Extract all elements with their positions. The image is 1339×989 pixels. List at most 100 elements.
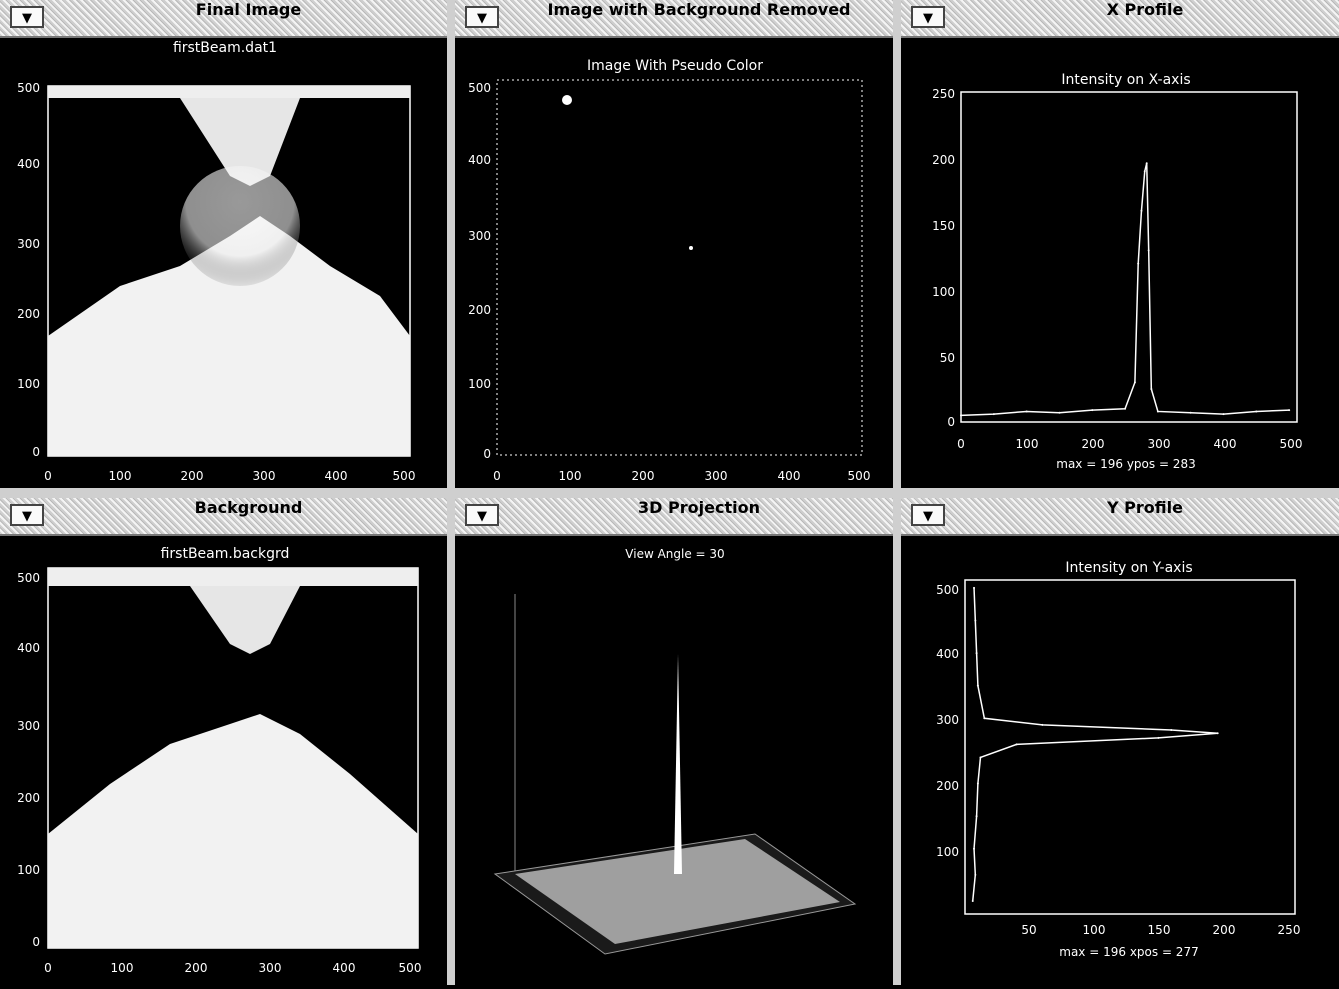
background-titlebar[interactable]: ▼ Background [0,498,447,536]
plot-frame [964,579,1296,915]
y-tick: 150 [932,219,955,233]
y-profile-point [1157,736,1160,739]
final-image-window: ▼ Final Image firstBeam.dat1 0 100 200 3… [0,0,447,488]
x-tick: 500 [848,469,871,483]
window-menu-button[interactable]: ▼ [10,504,44,526]
background-plot: firstBeam.backgrd 0 100 200 300 400 500 … [17,546,421,975]
x-tick: 0 [44,469,52,483]
y-profile-plot: Intensity on Y-axis 50 100 150 200 250 1… [936,560,1300,959]
projection-3d-titlebar[interactable]: ▼ 3D Projection [455,498,893,536]
y-tick: 500 [936,583,959,597]
x-profile-titlebar[interactable]: ▼ X Profile [901,0,1339,38]
window-menu-button[interactable]: ▼ [911,6,945,28]
y-profile-point [973,847,976,850]
y-ticks: 0 100 200 300 400 500 [17,81,40,459]
x-ticks: 50 100 150 200 250 [1021,923,1300,937]
x-tick: 200 [632,469,655,483]
plot-title: Image With Pseudo Color [587,58,763,74]
y-profile-point [971,899,974,902]
window-title: Final Image [195,0,302,19]
bright-region-top [190,586,300,654]
x-profile-point [1058,411,1061,414]
x-tick: 250 [1278,923,1301,937]
bright-region-bottom [48,714,418,948]
y-profile-point [1015,743,1018,746]
y-tick: 400 [936,647,959,661]
y-profile-point [1170,729,1173,732]
y-ticks: 0 100 200 300 400 500 [17,571,40,949]
y-tick: 400 [17,157,40,171]
x-profile-point [1150,388,1153,390]
x-tick: 300 [259,961,282,975]
y-profile-point [976,782,979,785]
horizontal-divider[interactable] [0,488,1339,498]
y-tick: 500 [17,571,40,585]
window-menu-button[interactable]: ▼ [465,6,499,28]
y-profile-point [1216,732,1219,735]
x-tick: 0 [493,469,501,483]
x-tick: 200 [1082,437,1105,451]
y-tick: 200 [17,307,40,321]
y-profile-point [974,873,977,876]
top-band [48,568,418,586]
x-tick: 100 [111,961,134,975]
window-title: Image with Background Removed [547,0,851,19]
x-tick: 50 [1021,923,1036,937]
x-tick: 400 [778,469,801,483]
x-profile-point [960,414,962,417]
y-profile-titlebar[interactable]: ▼ Y Profile [901,498,1339,536]
y-ticks: 0 50 100 150 200 250 [932,87,955,429]
x-tick: 200 [1213,923,1236,937]
x-profile-point [1025,410,1028,413]
y-ticks: 0 100 200 300 400 500 [468,81,491,461]
y-tick: 200 [17,791,40,805]
window-menu-button[interactable]: ▼ [911,504,945,526]
final-image-titlebar[interactable]: ▼ Final Image [0,0,447,38]
x-profile-caption: max = 196 ypos = 283 [1056,457,1195,471]
x-profile-line [960,163,1290,417]
x-tick: 100 [109,469,132,483]
x-tick: 400 [325,469,348,483]
x-profile-point [1143,170,1146,173]
y-tick: 100 [17,863,40,877]
x-ticks: 0 100 200 300 400 500 [493,469,870,483]
y-profile-point [976,684,979,687]
window-title: Background [194,498,303,517]
plot-title: firstBeam.dat1 [173,40,277,56]
y-profile-point [979,756,982,759]
x-tick: 100 [1016,437,1039,451]
x-ticks: 0 100 200 300 400 500 [957,437,1302,451]
y-tick: 100 [17,377,40,391]
x-tick: 400 [1214,437,1237,451]
x-profile-point [1147,249,1150,252]
halo [180,166,300,286]
y-tick: 500 [468,81,491,95]
top-band [48,86,410,98]
x-tick: 0 [957,437,965,451]
y-tick: 300 [936,713,959,727]
window-menu-button[interactable]: ▼ [465,504,499,526]
plot-title: Intensity on Y-axis [1065,560,1192,576]
y-profile-line [971,587,1218,902]
y-profile-point [1041,723,1044,726]
x-profile-point [1145,162,1148,165]
plot-frame [960,91,1298,423]
y-tick: 300 [17,719,40,733]
x-profile-point [1133,381,1136,384]
y-tick: 0 [32,445,40,459]
x-profile-series [960,162,1291,417]
x-ticks: 0 100 200 300 400 500 [44,961,421,975]
y-profile-series [971,586,1219,902]
x-tick: 100 [559,469,582,483]
y-profile-point [973,586,976,589]
x-tick: 200 [181,469,204,483]
background-removed-titlebar[interactable]: ▼ Image with Background Removed [455,0,893,38]
x-profile-point [992,413,995,416]
window-menu-button[interactable]: ▼ [10,6,44,28]
y-tick: 50 [940,351,955,365]
y-tick: 100 [468,377,491,391]
background-removed-window: ▼ Image with Background Removed Image Wi… [455,0,893,488]
x-profile-point [1124,407,1127,410]
x-tick: 150 [1148,923,1171,937]
x-profile-plot: Intensity on X-axis 0 100 200 300 400 50… [932,72,1302,471]
